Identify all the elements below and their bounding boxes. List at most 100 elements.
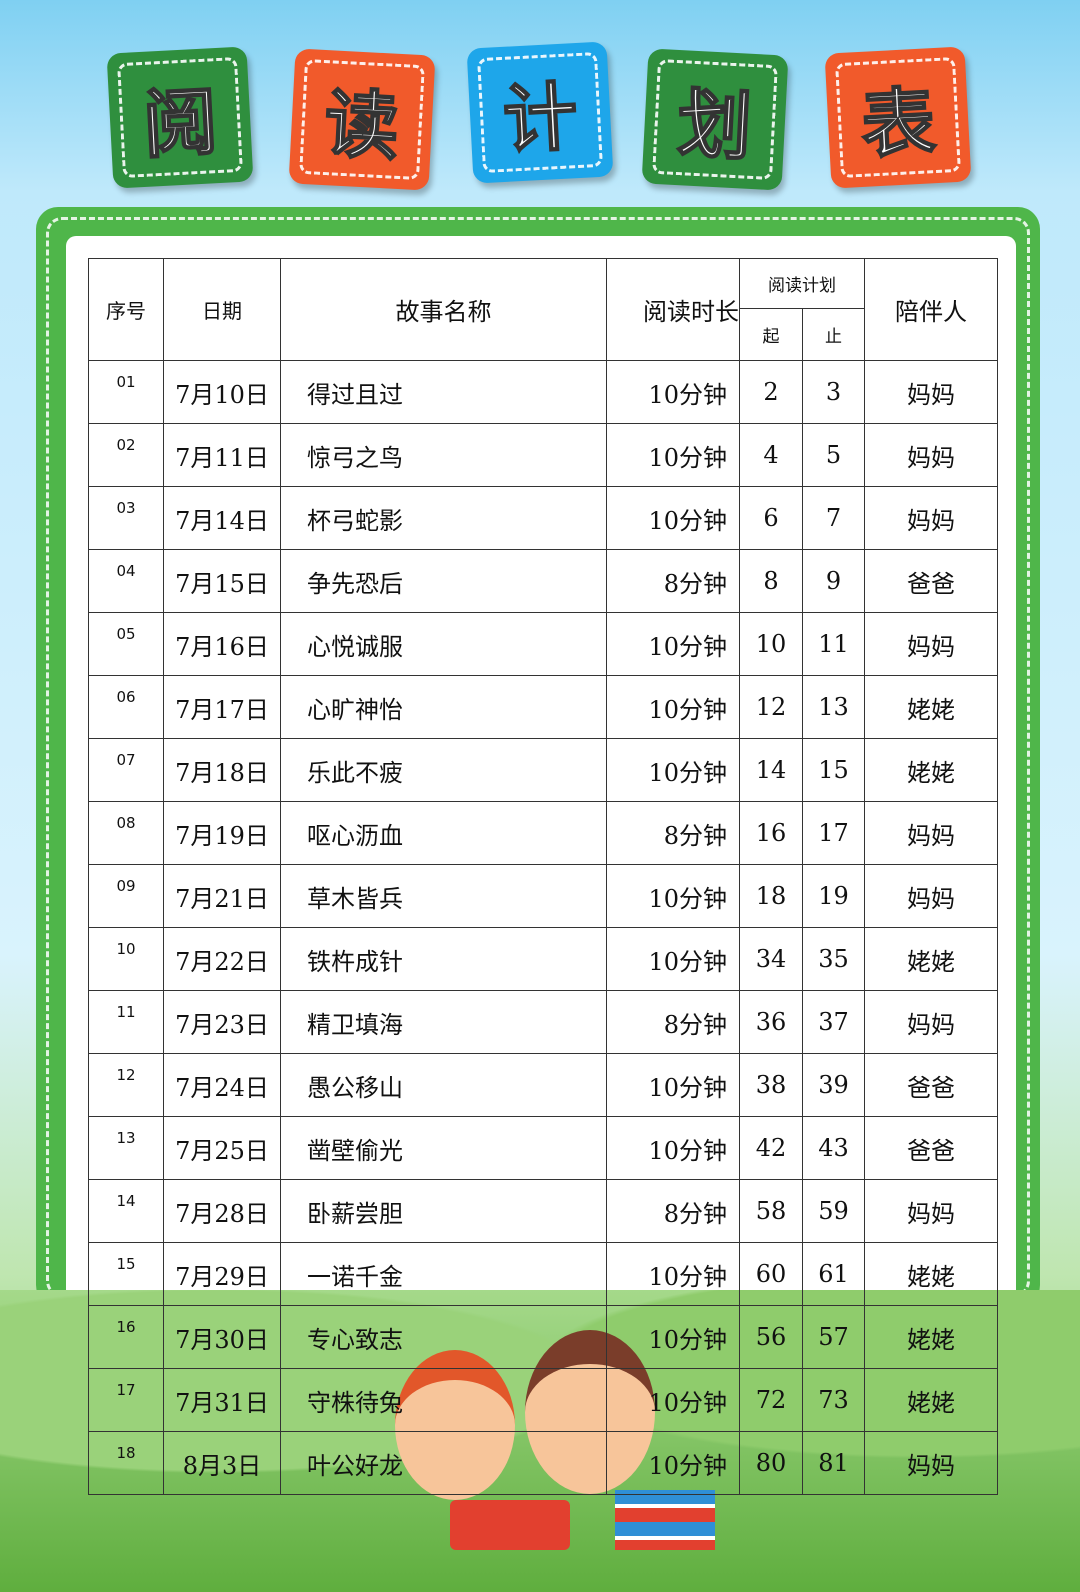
cell-start: 16 [739,801,803,865]
cell-duration: 10分钟 [606,738,740,802]
cell-story: 凿壁偷光 [280,1116,607,1180]
cell-end: 73 [802,1368,865,1432]
cell-companion: 妈妈 [864,1179,998,1243]
cell-duration: 10分钟 [606,927,740,991]
table-row: 01 7月10日 得过且过 10分钟 2 3 妈妈 [88,360,998,424]
cell-start: 34 [739,927,803,991]
cell-duration: 10分钟 [606,486,740,550]
cell-duration: 8分钟 [606,549,740,613]
cell-companion: 姥姥 [864,1242,998,1306]
cell-companion: 妈妈 [864,612,998,676]
cell-date: 7月21日 [163,864,281,928]
cell-index: 12 [88,1053,164,1117]
cell-start: 42 [739,1116,803,1180]
table-row: 13 7月25日 凿壁偷光 10分钟 42 43 爸爸 [88,1116,998,1180]
cell-index: 16 [88,1305,164,1369]
cell-index: 02 [88,423,164,487]
cell-date: 7月25日 [163,1116,281,1180]
cell-start: 10 [739,612,803,676]
cell-end: 59 [802,1179,865,1243]
header-duration: 阅读时长 [606,258,740,361]
title-char: 阅 [140,78,220,170]
cell-date: 7月24日 [163,1053,281,1117]
cell-companion: 爸爸 [864,549,998,613]
cell-date: 7月10日 [163,360,281,424]
cell-companion: 妈妈 [864,990,998,1054]
header-companion: 陪伴人 [864,258,998,361]
table-row: 09 7月21日 草木皆兵 10分钟 18 19 妈妈 [88,864,998,928]
cell-story: 得过且过 [280,360,607,424]
cell-start: 2 [739,360,803,424]
reading-plan-table: 序号 日期 故事名称 阅读时长 阅读计划 陪伴人 起 止 01 7月10日 得过且过… [88,258,998,1495]
cell-companion: 姥姥 [864,927,998,991]
cell-end: 19 [802,864,865,928]
open-book-illustration [450,1500,570,1550]
cell-start: 56 [739,1305,803,1369]
cell-start: 4 [739,423,803,487]
table-row: 14 7月28日 卧薪尝胆 8分钟 58 59 妈妈 [88,1179,998,1243]
header-index: 序号 [88,258,164,361]
cell-companion: 姥姥 [864,1305,998,1369]
table-row: 07 7月18日 乐此不疲 10分钟 14 15 姥姥 [88,738,998,802]
cell-index: 10 [88,927,164,991]
cell-end: 35 [802,927,865,991]
cell-companion: 妈妈 [864,423,998,487]
cell-story: 乐此不疲 [280,738,607,802]
cell-date: 7月14日 [163,486,281,550]
cell-duration: 10分钟 [606,675,740,739]
cell-end: 9 [802,549,865,613]
table-row: 03 7月14日 杯弓蛇影 10分钟 6 7 妈妈 [88,486,998,550]
cell-end: 57 [802,1305,865,1369]
title-char: 划 [674,80,754,172]
cell-date: 7月18日 [163,738,281,802]
cell-story: 呕心沥血 [280,801,607,865]
header-plan-end: 止 [802,308,865,361]
cell-duration: 10分钟 [606,1431,740,1495]
header-story: 故事名称 [280,258,607,361]
cell-start: 6 [739,486,803,550]
cell-start: 12 [739,675,803,739]
cell-index: 17 [88,1368,164,1432]
cell-duration: 10分钟 [606,423,740,487]
cell-index: 11 [88,990,164,1054]
header-date: 日期 [163,258,281,361]
cell-story: 心旷神怡 [280,675,607,739]
cell-story: 心悦诚服 [280,612,607,676]
cell-duration: 10分钟 [606,1116,740,1180]
cell-index: 06 [88,675,164,739]
cell-date: 7月17日 [163,675,281,739]
table-row: 15 7月29日 一诺千金 10分钟 60 61 姥姥 [88,1242,998,1306]
table-row: 17 7月31日 守株待兔 10分钟 72 73 姥姥 [88,1368,998,1432]
cell-index: 04 [88,549,164,613]
cell-index: 05 [88,612,164,676]
table-row: 06 7月17日 心旷神怡 10分钟 12 13 姥姥 [88,675,998,739]
title-tile: 划 [641,48,789,191]
cell-duration: 10分钟 [606,360,740,424]
title-char: 计 [500,73,580,165]
table-row: 04 7月15日 争先恐后 8分钟 8 9 爸爸 [88,549,998,613]
cell-date: 7月29日 [163,1242,281,1306]
header-plan: 阅读计划 [739,258,865,309]
title-char: 表 [858,78,938,170]
cell-index: 15 [88,1242,164,1306]
cell-duration: 8分钟 [606,990,740,1054]
title-tile: 阅 [106,46,254,189]
title-tile: 读 [288,48,436,191]
cell-end: 7 [802,486,865,550]
cell-duration: 8分钟 [606,1179,740,1243]
cell-story: 卧薪尝胆 [280,1179,607,1243]
table-row: 18 8月3日 叶公好龙 10分钟 80 81 妈妈 [88,1431,998,1495]
cell-start: 18 [739,864,803,928]
cell-companion: 姥姥 [864,738,998,802]
cell-story: 杯弓蛇影 [280,486,607,550]
cell-date: 7月16日 [163,612,281,676]
cell-date: 7月31日 [163,1368,281,1432]
table-row: 11 7月23日 精卫填海 8分钟 36 37 妈妈 [88,990,998,1054]
cell-date: 7月30日 [163,1305,281,1369]
cell-companion: 姥姥 [864,1368,998,1432]
cell-start: 80 [739,1431,803,1495]
cell-story: 精卫填海 [280,990,607,1054]
cell-end: 43 [802,1116,865,1180]
cell-date: 7月28日 [163,1179,281,1243]
cell-end: 11 [802,612,865,676]
